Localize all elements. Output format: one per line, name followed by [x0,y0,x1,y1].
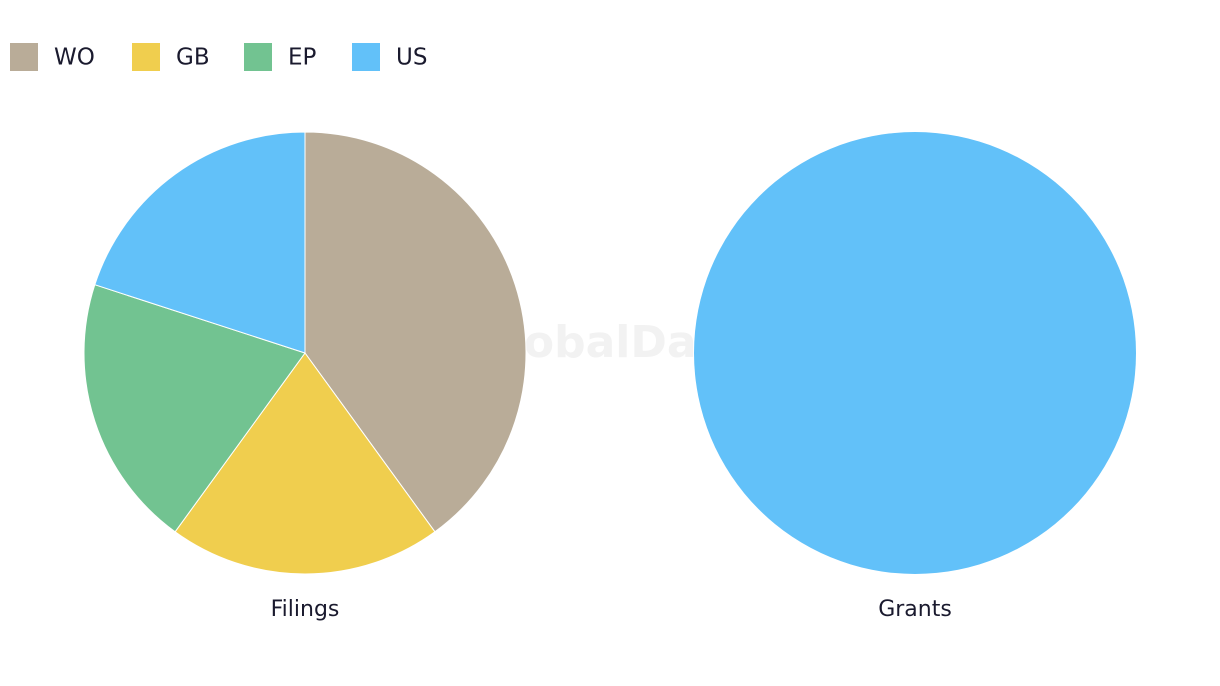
pie-slice [304,131,527,533]
pie-slice [94,131,306,354]
pie-slice [694,132,1136,574]
chart-title: Filings [271,597,340,622]
legend-swatch [10,43,38,71]
legend-label: WO [54,45,95,71]
pie-slice [83,284,306,533]
legend-label: GB [176,45,210,71]
chart-title: Grants [878,597,952,622]
pie-slice [174,352,436,575]
legend-swatch [352,43,380,71]
legend-label: US [396,45,427,71]
legend-label: EP [288,45,317,71]
legend-swatch [132,43,160,71]
legend-swatch [244,43,272,71]
